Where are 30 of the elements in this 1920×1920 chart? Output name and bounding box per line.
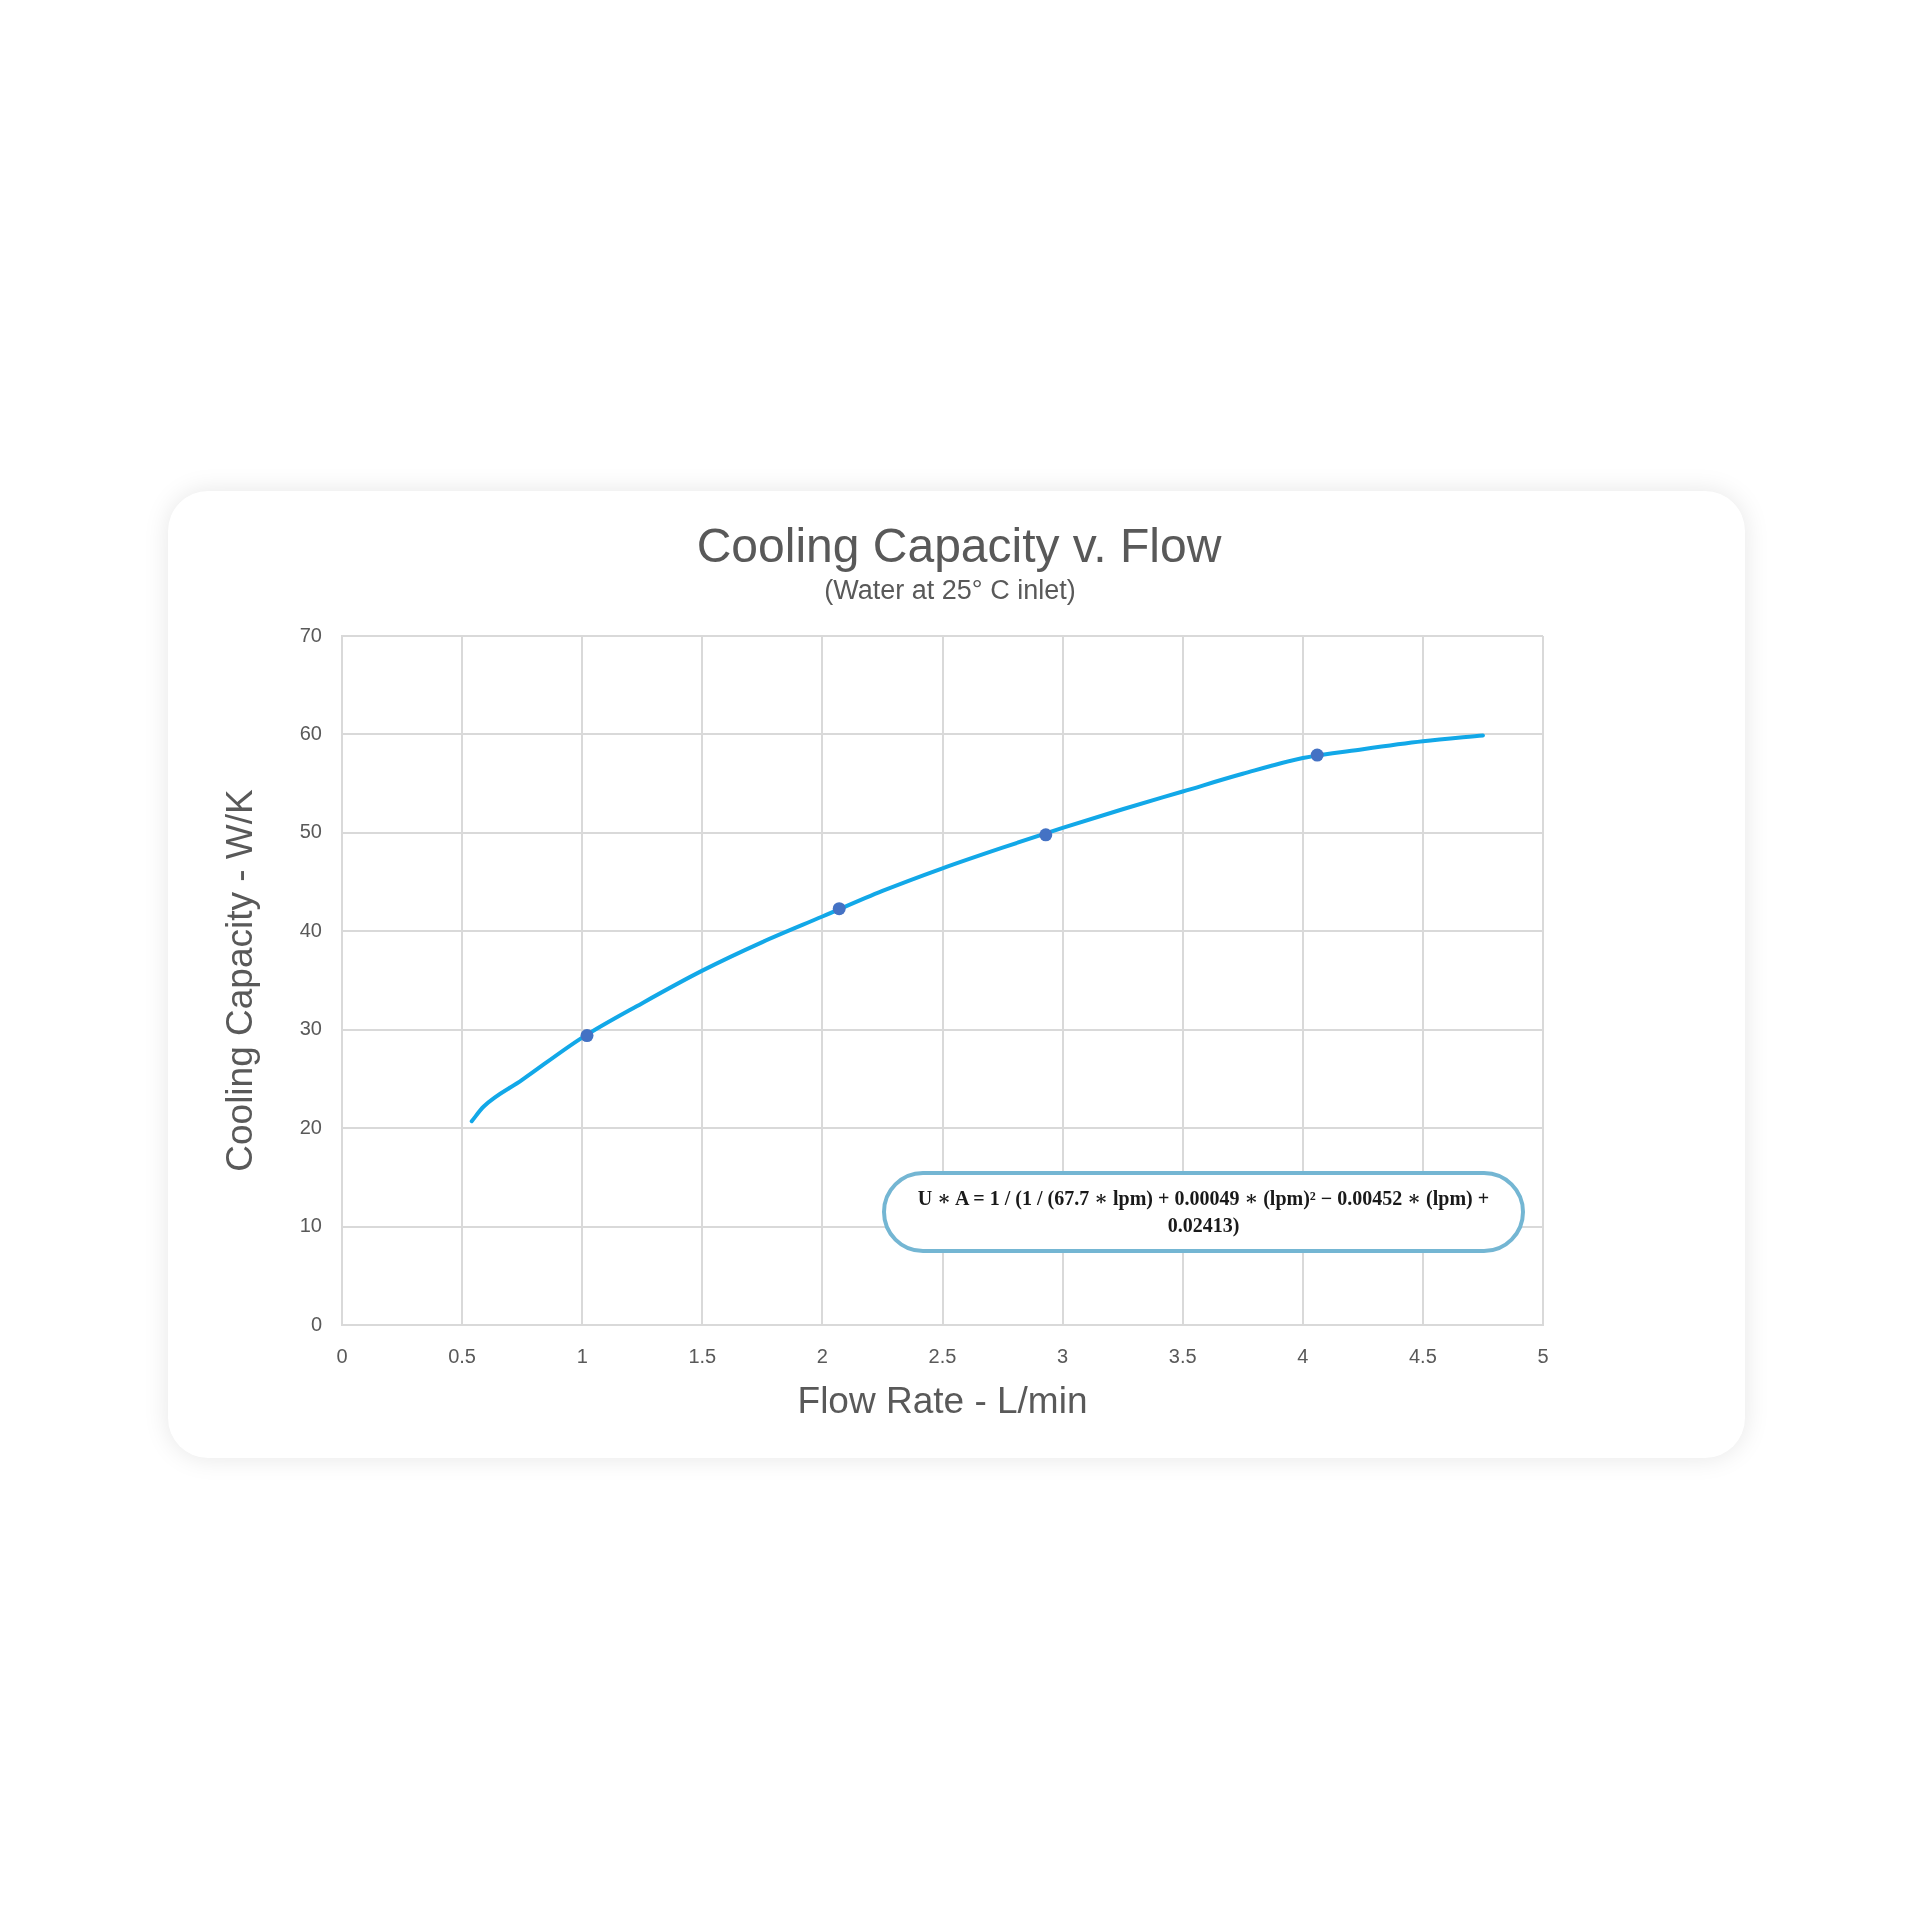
x-tick-label: 1 (576, 1344, 588, 1367)
x-tick-label: 0.5 (448, 1344, 477, 1367)
y-tick-label: 10 (299, 1214, 322, 1237)
x-tick-label: 2.5 (928, 1344, 957, 1367)
chart-title: Cooling Capacity v. Flow (696, 518, 1222, 574)
y-tick-label: 70 (299, 623, 322, 646)
line-series (469, 733, 1485, 1124)
x-tick-label: 4 (1297, 1344, 1309, 1367)
point (1310, 748, 1324, 762)
point (1039, 828, 1053, 842)
x-axis-title: Flow Rate - L/min (797, 1380, 1088, 1421)
y-tick-label: 0 (310, 1312, 322, 1335)
x-tick-label: 1.5 (688, 1344, 717, 1367)
x-tick-label: 0 (336, 1344, 348, 1367)
chart-subtitle: (Water at 25° C inlet) (824, 575, 1076, 607)
y-tick-label: 20 (299, 1115, 322, 1138)
point (580, 1029, 594, 1043)
y-tick-label: 60 (299, 721, 322, 744)
rounded-frame: U ∗ A = 1 / (1 / (67.7 ∗ lpm) + 0.00049 ∗ (lpm)² − 0.00452 ∗ (lpm) + 0.02413) (882, 1171, 1525, 1253)
y-axis-title: Cooling Capacity - W/K (219, 788, 261, 1172)
x-tick-label: 3 (1057, 1344, 1069, 1367)
point (832, 902, 846, 916)
y-tick-label: 50 (299, 820, 322, 843)
x-tick-label: 3.5 (1168, 1344, 1197, 1367)
y-tick-label: 40 (299, 918, 322, 941)
y-tick-label: 30 (299, 1017, 322, 1040)
annotation: U ∗ A = 1 / (1 / (67.7 ∗ lpm) + 0.00049 ∗ (lpm)² − 0.00452 ∗ (lpm) + 0.02413) (917, 1187, 1490, 1236)
x-tick-label: 2 (816, 1344, 828, 1367)
x-tick-label: 5 (1537, 1344, 1549, 1367)
x-tick-label: 4.5 (1408, 1344, 1437, 1367)
